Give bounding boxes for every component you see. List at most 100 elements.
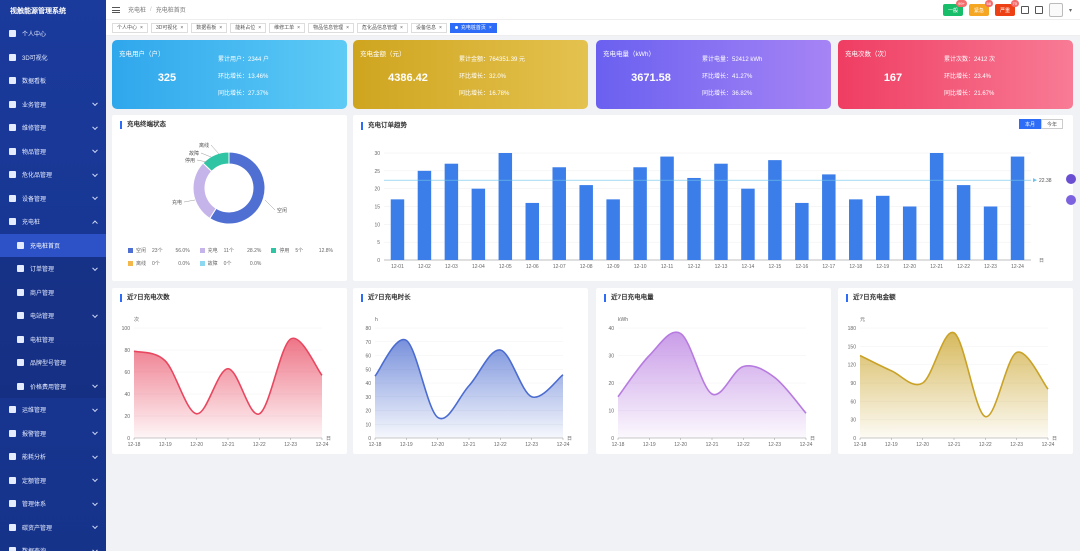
bar[interactable] <box>579 185 593 260</box>
alarm-severe-button[interactable]: 严重 70 <box>994 0 1019 16</box>
x-tick-label: 12-17 <box>822 264 835 270</box>
menu-toggle-icon[interactable] <box>112 6 120 13</box>
close-icon[interactable]: × <box>180 24 184 31</box>
count-7day-panel: 近7日充电次数 0 20 40 60 80 100 次 12-18 12-19 12-20 12-2… <box>112 288 347 454</box>
sidebar-item[interactable]: 报警管理 <box>0 422 106 446</box>
stat-detail-row: 同比增长：27.37% <box>218 91 269 97</box>
bar[interactable] <box>956 185 971 260</box>
legend-item[interactable]: 充电 11个 28.2% <box>199 247 272 254</box>
legend-item[interactable]: 离线 0个 0.0% <box>128 260 200 267</box>
sidebar-item[interactable]: 充电桩首页 <box>0 233 106 257</box>
close-icon[interactable]: × <box>488 24 492 31</box>
donut-label: 离线 <box>199 142 209 149</box>
bar[interactable] <box>498 153 513 260</box>
sidebar-item-label: 商户管理 <box>30 290 55 297</box>
donut-slice[interactable] <box>202 151 230 173</box>
sidebar-item[interactable]: 商户管理 <box>0 280 106 304</box>
sidebar-item[interactable]: 运维管理 <box>0 398 106 422</box>
sidebar-item[interactable]: 充电桩 <box>0 210 106 234</box>
bar[interactable] <box>444 163 459 260</box>
bar[interactable] <box>714 163 728 260</box>
series-line[interactable] <box>859 332 1049 418</box>
bar[interactable] <box>633 167 647 260</box>
x-tick-label: 12-06 <box>526 264 539 270</box>
sidebar-item[interactable]: 定额管理 <box>0 469 106 493</box>
close-icon[interactable]: × <box>297 24 301 31</box>
tab-item[interactable]: 能耗占位 × <box>230 22 267 33</box>
bar[interactable] <box>552 167 566 260</box>
tab-this-year[interactable]: 今年 <box>1040 119 1063 129</box>
chevron-up-icon <box>92 220 98 226</box>
sidebar-item[interactable]: 数据查询 <box>0 539 106 551</box>
sidebar-item[interactable]: 个人中心 <box>0 22 106 46</box>
bar[interactable] <box>417 170 432 260</box>
sidebar-item[interactable]: 管理体系 <box>0 492 106 516</box>
sidebar-item[interactable]: 数据看板 <box>0 69 106 93</box>
close-icon[interactable]: × <box>400 24 403 31</box>
bar[interactable] <box>929 153 944 260</box>
x-tick-label: 12-13 <box>715 264 728 270</box>
tab-this-month[interactable]: 本月 <box>1018 119 1041 129</box>
legend-item[interactable]: 空闲 23个 56.0% <box>128 247 200 254</box>
sidebar-item[interactable]: 品牌型号管理 <box>0 351 106 375</box>
sidebar-item[interactable]: 3D可视化 <box>0 46 106 70</box>
bar[interactable] <box>687 177 701 260</box>
bar[interactable] <box>660 156 674 260</box>
alarm-urgent-button[interactable]: 紧急 58 <box>968 0 993 16</box>
close-icon[interactable]: × <box>140 24 143 31</box>
bar[interactable] <box>471 188 486 260</box>
sidebar-item[interactable]: 设备管理 <box>0 187 106 211</box>
float-chat-icon[interactable] <box>1066 195 1076 205</box>
sidebar-item[interactable]: 碳资产管理 <box>0 516 106 540</box>
sidebar-item[interactable]: 订单管理 <box>0 257 106 281</box>
sidebar-item[interactable]: 价格费用管理 <box>0 374 106 398</box>
tab-item[interactable]: 危化品信息管理 × <box>357 22 408 33</box>
bar[interactable] <box>875 195 890 260</box>
tab-item[interactable]: 设备信息 × <box>410 22 447 33</box>
tab-item[interactable]: 充电桩首页 × <box>449 22 497 33</box>
sidebar-item[interactable]: 维修管理 <box>0 116 106 140</box>
bar[interactable] <box>741 188 755 260</box>
sidebar-item[interactable]: 物品管理 <box>0 140 106 164</box>
tab-item[interactable]: 数据看板 × <box>191 22 228 33</box>
sidebar-item[interactable]: 危化品管理 <box>0 163 106 187</box>
alarm-normal-button[interactable]: 一般 99+ <box>942 0 967 16</box>
chevron-down-icon[interactable]: ▾ <box>1068 7 1072 14</box>
bar[interactable] <box>822 174 836 260</box>
shirt-icon[interactable] <box>1020 6 1029 14</box>
bar[interactable] <box>849 199 863 260</box>
sidebar-item[interactable]: 能耗分析 <box>0 445 106 469</box>
close-icon[interactable]: × <box>438 24 442 31</box>
tab-item[interactable]: 物品信息管理 × <box>308 22 355 33</box>
trend-range-toggle: 本月 今年 <box>1018 119 1063 129</box>
close-icon[interactable]: × <box>258 24 262 31</box>
bar[interactable] <box>1010 156 1025 260</box>
tab-item[interactable]: 个人中心 × <box>112 22 148 33</box>
series-line[interactable] <box>374 338 564 420</box>
donut-slice[interactable] <box>209 151 266 225</box>
series-line[interactable] <box>133 337 323 415</box>
close-icon[interactable]: × <box>219 24 223 31</box>
tab-item[interactable]: 3D可视化 × <box>150 22 189 33</box>
bar[interactable] <box>768 160 782 260</box>
sidebar-item[interactable]: 业务管理 <box>0 93 106 117</box>
legend-item[interactable]: 停用 5个 12.8% <box>271 247 343 254</box>
donut-slice[interactable] <box>192 162 217 220</box>
bar[interactable] <box>390 199 405 260</box>
sidebar-item[interactable]: 电桩管理 <box>0 327 106 351</box>
bar[interactable] <box>795 202 809 260</box>
tab-item[interactable]: 维修工单 × <box>269 22 306 33</box>
bar[interactable] <box>525 202 540 260</box>
breadcrumb-item[interactable]: 充电桩 <box>128 8 147 14</box>
legend-item[interactable]: 故障 0个 0.0% <box>199 260 272 267</box>
sidebar-item[interactable]: 电站管理 <box>0 304 106 328</box>
bar[interactable] <box>983 206 998 261</box>
bar[interactable] <box>606 199 620 260</box>
close-icon[interactable]: × <box>346 24 350 31</box>
avatar[interactable] <box>1048 3 1063 17</box>
bar[interactable] <box>902 206 917 261</box>
fullscreen-icon[interactable] <box>1034 6 1043 14</box>
alarm-normal-label: 一般 <box>947 7 958 14</box>
series-line[interactable] <box>617 331 807 414</box>
float-help-icon[interactable] <box>1066 174 1076 184</box>
